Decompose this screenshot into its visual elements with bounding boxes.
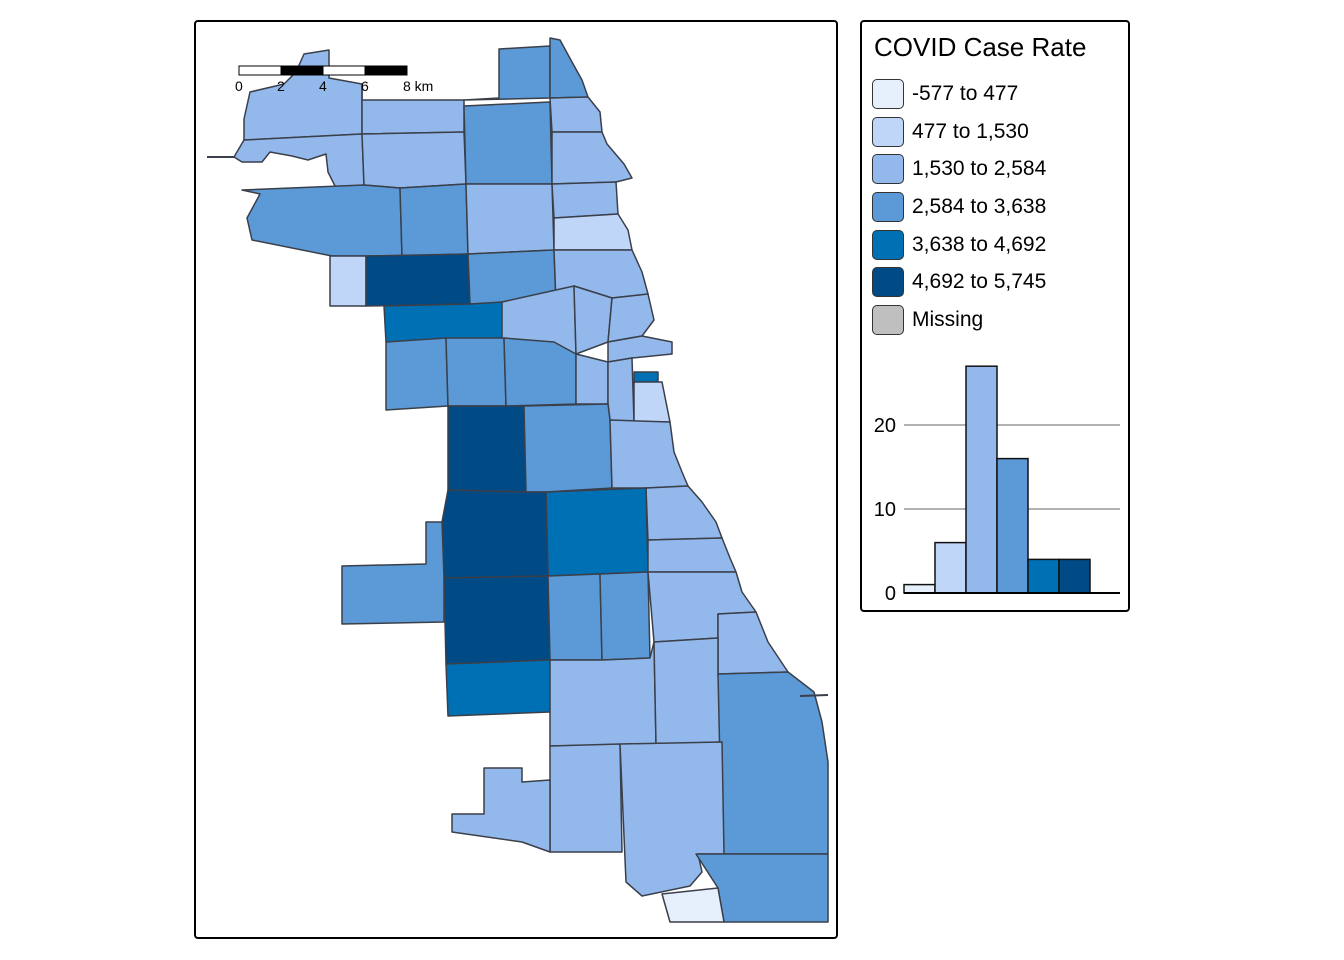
hist-bar-3 (965, 365, 998, 594)
choropleth-map: 0 2 4 6 8 km (207, 37, 829, 923)
hist-bar-2 (934, 541, 967, 594)
community-area-52 (661, 887, 725, 923)
community-area-50 (451, 767, 551, 853)
community-area-29 (633, 371, 659, 383)
community-area-19 (383, 301, 505, 343)
legend-swatch (872, 230, 904, 260)
legend-item-class-4: 2,584 to 3,638 (872, 191, 1046, 223)
community-area-26 (503, 337, 577, 407)
scale-bar-seg-3 (322, 65, 366, 76)
hist-ytick-label: 20 (874, 415, 896, 437)
community-area-21 (573, 285, 613, 355)
community-area-44 (445, 659, 551, 717)
legend-label: 2,584 to 3,638 (912, 195, 1047, 218)
community-area-5 (549, 37, 589, 99)
legend-item-missing: Missing (872, 304, 983, 336)
community-area-4 (463, 45, 551, 101)
community-area-33 (609, 419, 689, 489)
scale-tick-2: 2 (277, 78, 285, 94)
community-area-22 (607, 293, 655, 343)
scale-tick-4: 4 (319, 78, 327, 94)
community-area-46 (653, 637, 723, 745)
legend-label: 3,638 to 4,692 (912, 233, 1047, 256)
community-area-9 (551, 131, 633, 185)
road-stub-east (799, 694, 829, 697)
scale-bar: 0 2 4 6 8 km (235, 65, 433, 94)
community-area-47 (717, 671, 829, 855)
community-area-43 (717, 611, 789, 675)
hist-bar-4 (996, 457, 1029, 594)
legend-item-class-5: 3,638 to 4,692 (872, 229, 1046, 261)
community-area-13 (551, 181, 619, 219)
hist-ytick-label: 10 (874, 499, 896, 521)
legend-label: Missing (912, 308, 984, 331)
community-area-1 (243, 49, 363, 141)
community-area-51 (695, 853, 829, 923)
scale-tick-0: 0 (235, 78, 243, 94)
community-area-23 (607, 335, 673, 363)
community-area-31 (447, 405, 527, 493)
community-area-27 (575, 353, 609, 405)
legend-swatch (872, 192, 904, 222)
hist-bar-6 (1058, 558, 1091, 594)
hist-bar-1 (903, 583, 936, 594)
scale-tick-8-km: 8 km (403, 78, 433, 94)
legend-item-class-6: 4,692 to 5,745 (872, 266, 1046, 298)
community-area-35 (545, 487, 649, 577)
community-area-37 (441, 489, 549, 579)
legend-swatch (872, 305, 904, 335)
community-area-41 (599, 571, 651, 661)
legend-swatch (872, 267, 904, 297)
legend-label: 4,692 to 5,745 (912, 270, 1047, 293)
scale-bar-seg-1 (238, 65, 282, 76)
community-area-6 (549, 96, 603, 133)
community-area-7 (361, 131, 467, 189)
legend-histogram: 0 10 20 (874, 365, 1120, 605)
community-area-48 (549, 743, 623, 853)
community-area-8 (463, 101, 553, 185)
community-area-11 (399, 183, 469, 257)
community-area-32 (523, 403, 613, 493)
community-area-16 (365, 253, 471, 307)
community-area-36 (647, 537, 737, 573)
hist-bar-5 (1027, 558, 1060, 594)
legend-item-class-1: -577 to 477 (872, 78, 1018, 110)
legend-label: 1,530 to 2,584 (912, 157, 1047, 180)
community-area-12 (465, 183, 555, 255)
scale-bar-seg-4 (364, 65, 408, 76)
community-area-15 (329, 255, 367, 307)
community-area-24 (385, 337, 449, 411)
community-area-30 (633, 381, 671, 423)
scale-tick-6: 6 (361, 78, 369, 94)
legend-swatch (872, 79, 904, 109)
community-area-14 (553, 213, 633, 251)
legend-swatch (872, 154, 904, 184)
community-area-28 (607, 357, 635, 423)
legend-label: 477 to 1,530 (912, 120, 1029, 143)
legend-label: -577 to 477 (912, 82, 1019, 105)
community-area-38 (341, 521, 445, 625)
legend-item-class-3: 1,530 to 2,584 (872, 153, 1046, 185)
scale-bar-seg-2 (280, 65, 324, 76)
map-panel: 0 2 4 6 8 km (194, 20, 838, 939)
legend-title: COVID Case Rate (874, 32, 1087, 62)
community-area-34 (645, 485, 723, 541)
hist-ytick-label: 0 (885, 583, 896, 605)
community-area-2 (233, 133, 365, 189)
community-area-25 (445, 337, 507, 407)
legend-panel: COVID Case Rate -577 to 477 477 to 1,530… (860, 20, 1130, 612)
community-area-10 (241, 184, 403, 257)
legend-swatch (872, 117, 904, 147)
legend-item-class-2: 477 to 1,530 (872, 116, 1029, 148)
community-area-40 (547, 573, 603, 661)
community-area-39 (443, 575, 551, 665)
